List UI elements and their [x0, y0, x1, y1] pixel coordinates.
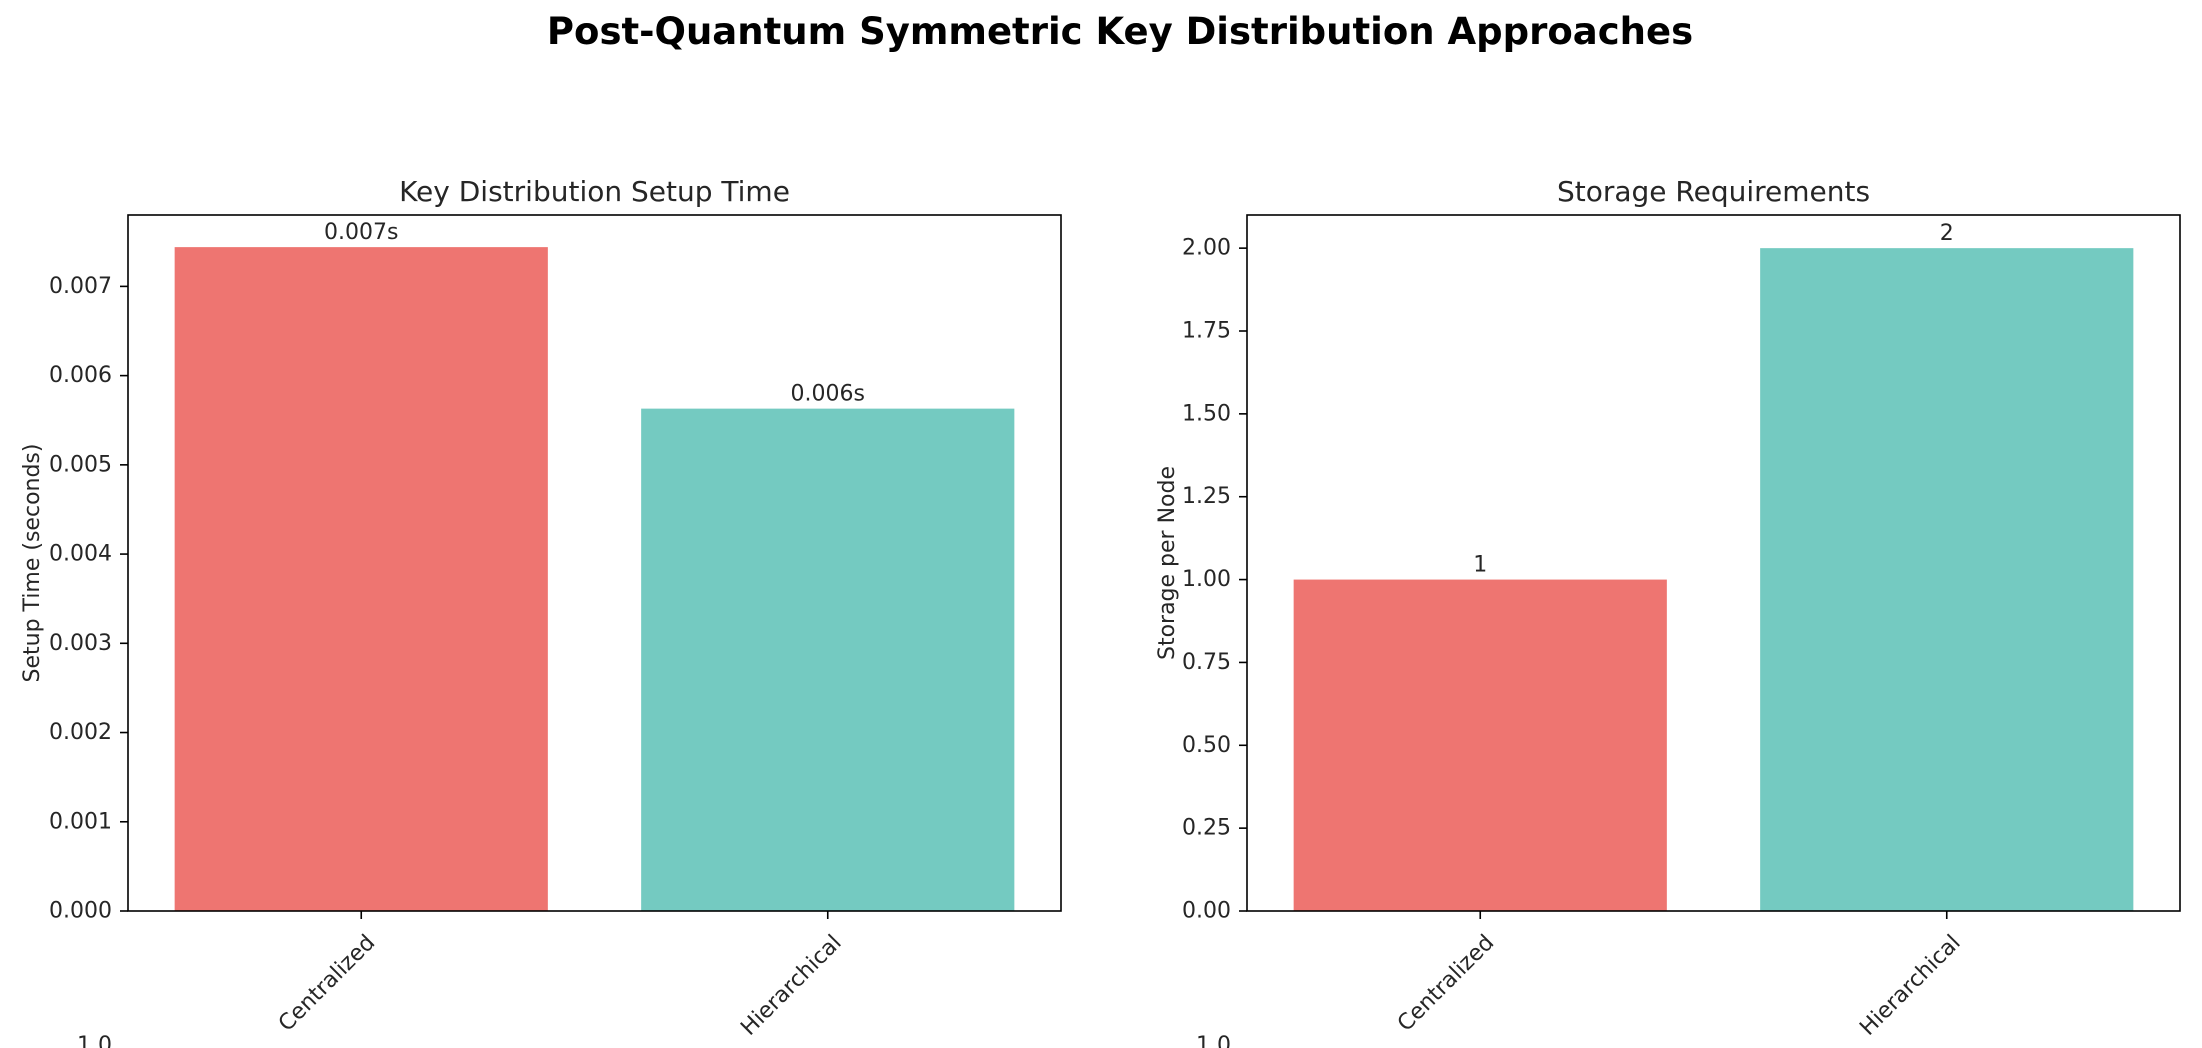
y-axis-label: Storage per Node [1155, 466, 1180, 660]
y-tick-label: 0.005 [49, 452, 112, 477]
chart-title: Storage Requirements [1557, 175, 1870, 208]
data-label: 2 [1940, 221, 1954, 246]
y-tick-label: 0.006 [49, 363, 112, 388]
y-tick-label: 1.00 [1182, 567, 1231, 592]
clipped-tick-label: 1.0 [77, 1033, 112, 1048]
bar-hierarchical [641, 408, 1015, 911]
x-tick-label: Centralized [274, 930, 380, 1036]
y-tick-label: 0.25 [1182, 816, 1231, 841]
y-axis-label: Setup Time (seconds) [20, 444, 45, 683]
figure-title: Post-Quantum Symmetric Key Distribution … [547, 10, 1693, 53]
data-label: 0.006s [791, 382, 865, 407]
data-label: 1 [1473, 553, 1487, 578]
x-tick-label: Hierarchical [736, 930, 846, 1040]
y-tick-label: 0.50 [1182, 733, 1231, 758]
y-tick-label: 0.75 [1182, 650, 1231, 675]
data-label: 0.007s [324, 220, 398, 245]
axes-frame [127, 214, 1062, 912]
y-tick-label: 0.000 [49, 899, 112, 924]
y-tick-label: 0.00 [1182, 899, 1231, 924]
y-tick-label: 0.001 [49, 809, 112, 834]
chart-panel-2: Storage Requirements Storage per Node 1 Cen… [1155, 175, 2181, 1048]
clipped-tick-label: 1.0 [1196, 1033, 1231, 1048]
y-tick-label: 0.003 [49, 631, 112, 656]
y-tick-label: 1.50 [1182, 401, 1231, 426]
y-tick-label: 0.004 [49, 542, 112, 567]
chart-title: Key Distribution Setup Time [399, 175, 790, 208]
y-tick-label: 0.002 [49, 720, 112, 745]
y-tick-label: 2.00 [1182, 236, 1231, 261]
axes-frame [1246, 214, 2181, 912]
x-tick-label: Hierarchical [1855, 930, 1965, 1040]
x-tick-label: Centralized [1393, 930, 1499, 1036]
y-tick-label: 1.25 [1182, 484, 1231, 509]
chart-panel-1: Key Distribution Setup Time Setup Time (s… [20, 175, 1062, 1048]
bar-centralized [1293, 579, 1667, 911]
y-tick-label: 0.007 [49, 274, 112, 299]
bar-hierarchical [1760, 248, 2134, 912]
y-tick-label: 1.75 [1182, 319, 1231, 344]
bar-centralized [174, 247, 548, 912]
chart-panels: Key Distribution Setup Time Setup Time (s… [20, 175, 2181, 1048]
